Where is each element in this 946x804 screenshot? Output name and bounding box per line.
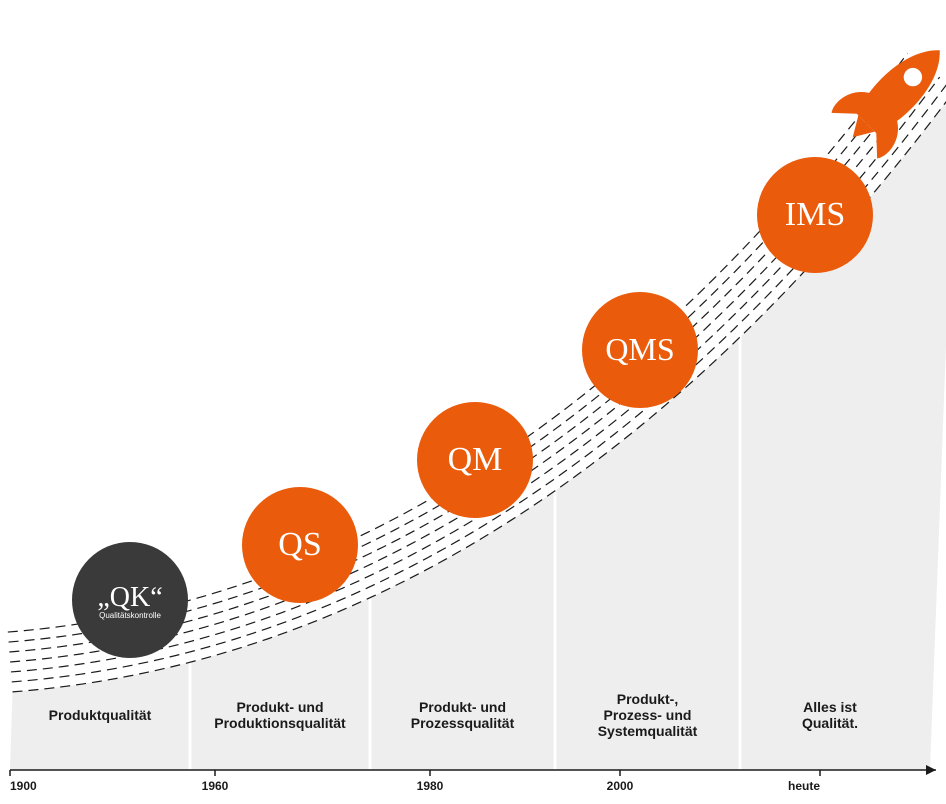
x-axis-arrow (926, 765, 936, 775)
stage-label: QM (448, 441, 503, 478)
column-label: Produkt- und (236, 699, 323, 715)
stage-sublabel: Qualitätskontrolle (99, 611, 161, 620)
stage-node: IMS (757, 157, 873, 273)
x-tick-label: 1960 (202, 779, 229, 793)
column-label: Produktionsqualität (214, 715, 346, 731)
column-label: Produkt- und (419, 699, 506, 715)
stage-node: QM (417, 402, 533, 518)
x-tick-label: heute (788, 779, 820, 793)
x-tick-label: 2000 (607, 779, 634, 793)
stage-label: QMS (605, 331, 674, 367)
x-tick-label: 1980 (417, 779, 444, 793)
column-label: Produkt-, (617, 691, 678, 707)
stage-node: QMS (582, 292, 698, 408)
column-label: Prozess- und (604, 707, 692, 723)
stage-label: „QK“ (97, 582, 162, 613)
stage-node: „QK“Qualitätskontrolle (72, 542, 188, 658)
column-label: Alles ist (803, 699, 857, 715)
column-label: Qualität. (802, 715, 858, 731)
column-label: Systemqualität (598, 723, 698, 739)
stage-node: QS (242, 487, 358, 603)
stage-label: QS (278, 526, 321, 563)
column-label: Prozessqualität (411, 715, 515, 731)
x-tick-label: 1900 (10, 779, 37, 793)
stage-label: IMS (785, 196, 845, 233)
column-label: Produktqualität (49, 707, 152, 723)
